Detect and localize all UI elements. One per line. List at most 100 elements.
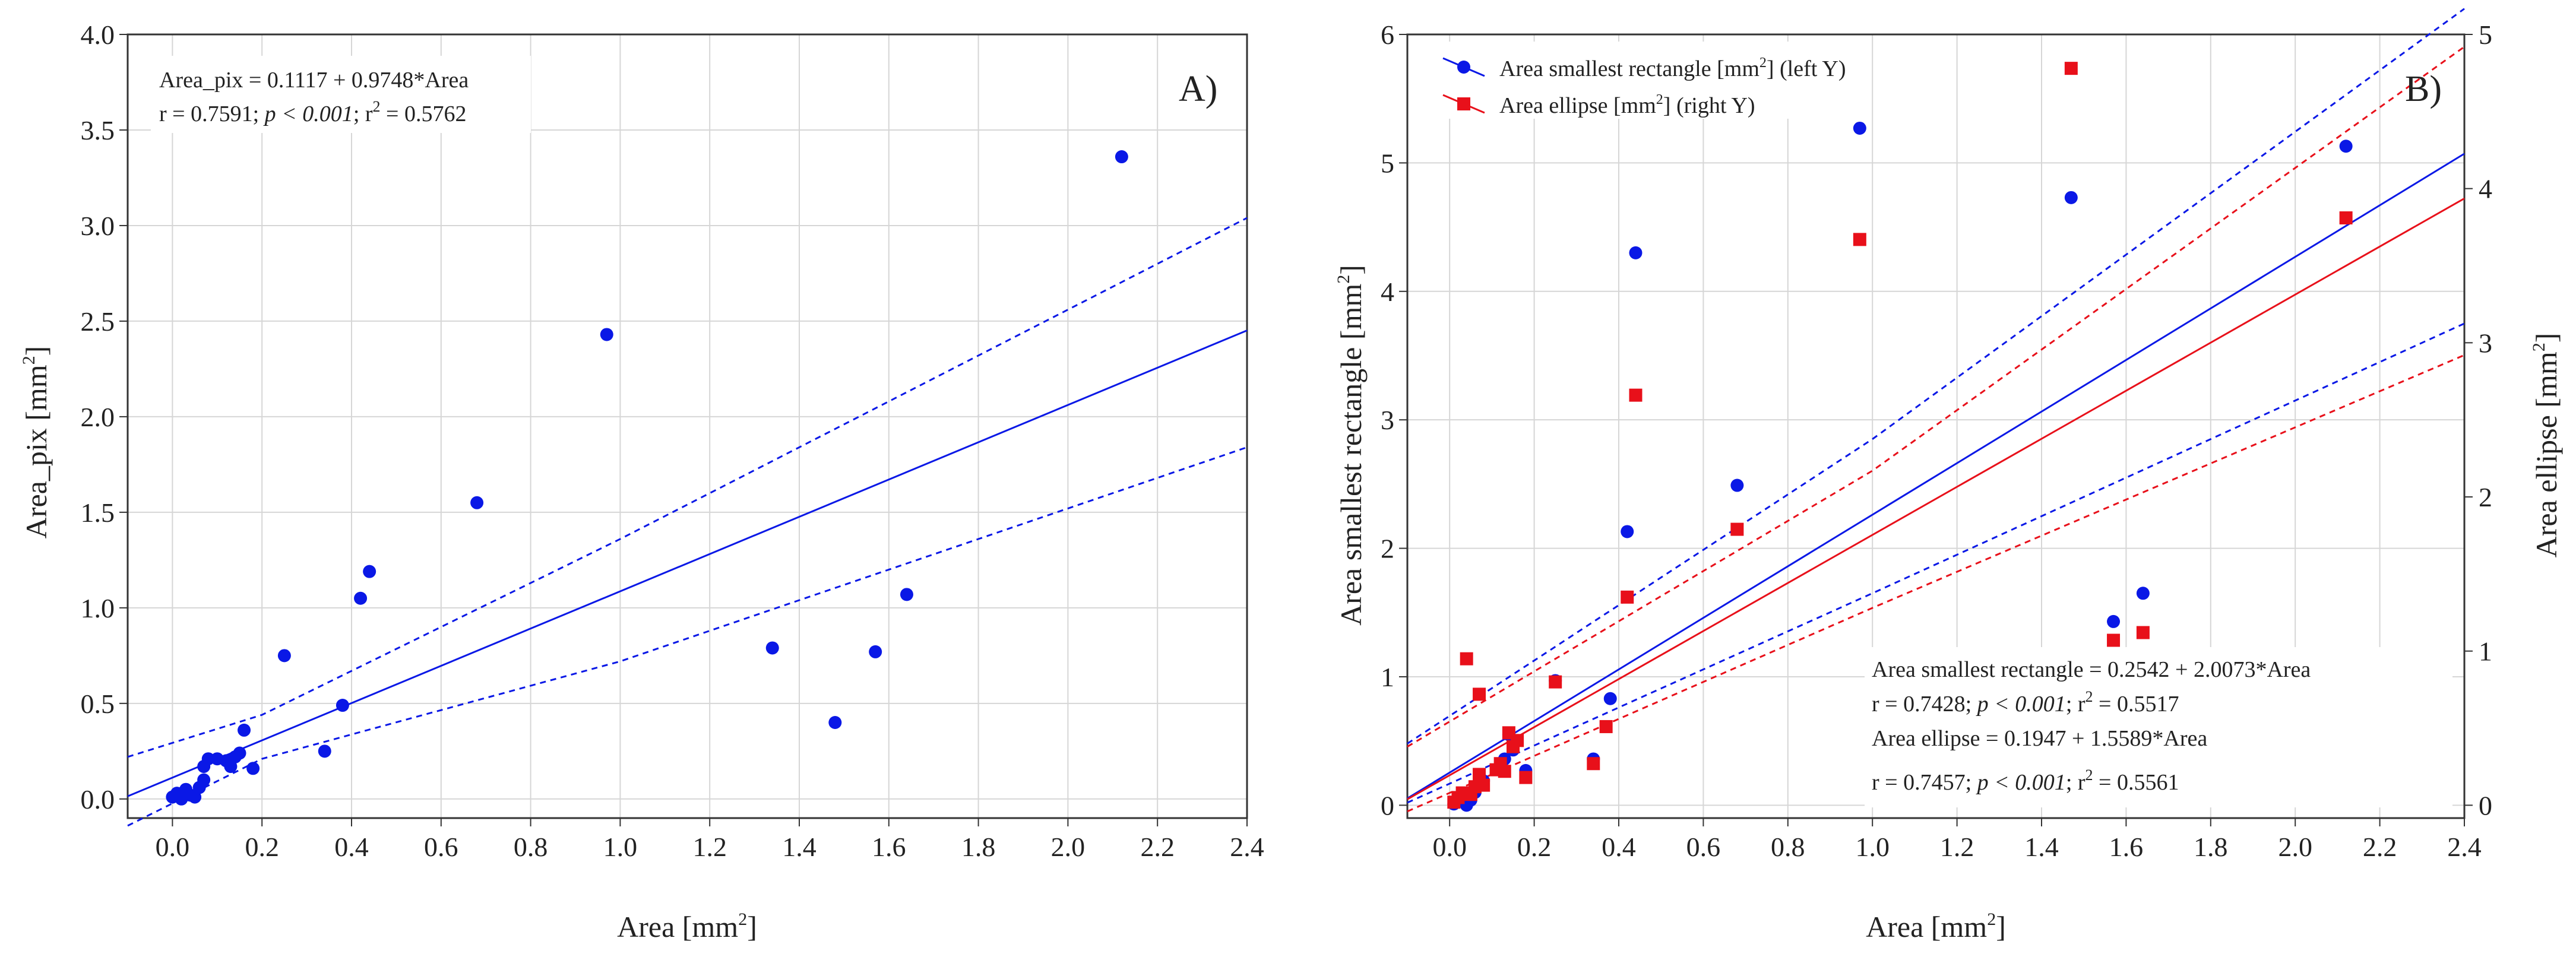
data-point-rectangle	[1603, 692, 1617, 705]
svg-text:r = 0.7591; p < 0.001; r2 = 0.: r = 0.7591; p < 0.001; r2 = 0.5762	[159, 98, 466, 126]
panel-b-annotation: Area smallest rectangle = 0.2542 + 2.007…	[1865, 647, 2452, 807]
data-point	[600, 328, 613, 341]
data-point	[869, 645, 882, 658]
y-tick-label: 3	[1381, 405, 1394, 435]
x-tick-label: 1.8	[961, 832, 996, 862]
y-tick-label: 0.0	[81, 784, 115, 815]
x-tick-label: 1.2	[1940, 832, 1974, 862]
x-tick-label: 1.4	[2024, 832, 2059, 862]
panel-a-ticks: 0.0 0.2 0.4 0.6 0.8 1.0 1.2 1.4 1.6 1.8 2.0 2.2 2.4 0…	[81, 20, 1264, 862]
legend-marker-rectangle	[1457, 61, 1470, 74]
data-point-rectangle	[2064, 191, 2078, 204]
x-tick-label: 0.8	[514, 832, 548, 862]
confidence-band-line	[127, 446, 1248, 827]
panel-b-ylabel-right: Area ellipse [mm2]	[2529, 333, 2563, 558]
data-point	[1115, 150, 1128, 164]
regression-line	[1407, 197, 2465, 800]
svg-text:Area_pix = 0.1117 + 0.9748*Are: Area_pix = 0.1117 + 0.9748*Area	[159, 68, 469, 93]
y-tick-label: 4.0	[81, 20, 115, 50]
confidence-band-line	[1407, 46, 2465, 747]
data-point-rectangle	[1853, 121, 1866, 135]
x-tick-label: 2.0	[1051, 832, 1086, 862]
data-point-ellipse	[1587, 757, 1600, 771]
data-point-ellipse	[2064, 62, 2078, 75]
legend-entry-rectangle: Area smallest rectangle [mm2] (left Y)	[1499, 55, 1846, 81]
x-tick-label: 0.4	[334, 832, 369, 862]
data-point-ellipse	[1730, 522, 1744, 536]
x-tick-label: 0.6	[1686, 832, 1721, 862]
data-point-ellipse	[1498, 765, 1511, 778]
data-point-ellipse	[1460, 652, 1473, 666]
data-point	[354, 591, 368, 605]
y-tick-label: 4	[1381, 277, 1394, 307]
panel-b-label: B)	[2405, 69, 2442, 109]
x-tick-label: 2.4	[2447, 832, 2482, 862]
regression-line	[127, 329, 1248, 797]
legend-marker-ellipse	[1457, 97, 1470, 110]
x-tick-label: 2.0	[2278, 832, 2312, 862]
panel-a-label: A)	[1179, 69, 1217, 109]
legend-entry-ellipse: Area ellipse [mm2] (right Y)	[1499, 92, 1755, 118]
annotation-ellipse-equation: Area ellipse = 0.1947 + 1.5589*Area	[1872, 726, 2207, 751]
y-tick-label: 3.5	[81, 115, 115, 145]
data-point-rectangle	[2339, 140, 2353, 153]
data-point-ellipse	[2136, 626, 2150, 639]
data-point-ellipse	[1473, 687, 1486, 701]
data-point-ellipse	[1621, 590, 1634, 604]
data-point	[197, 773, 211, 787]
data-point-ellipse	[2339, 211, 2353, 225]
data-point-ellipse	[1477, 778, 1490, 792]
data-point	[277, 649, 291, 663]
y-tick-label: 2	[1381, 534, 1394, 564]
panel-b-xlabel: Area [mm2]	[1866, 910, 2006, 943]
panel-a-chart: 0.0 0.2 0.4 0.6 0.8 1.0 1.2 1.4 1.6 1.8 2.0 2.2 2.4 0…	[19, 20, 1264, 943]
y-right-tick-label: 5	[2479, 20, 2492, 50]
y-tick-label: 2.0	[81, 402, 115, 432]
data-point-ellipse	[1511, 734, 1524, 747]
panel-b-ticks: 0.0 0.2 0.4 0.6 0.8 1.0 1.2 1.4 1.6 1.8 2.0 2.2 2.4 0…	[1381, 20, 2492, 862]
data-point	[201, 752, 215, 766]
confidence-band-line	[1407, 322, 2465, 804]
y-right-tick-label: 4	[2479, 174, 2492, 204]
panel-a-ylabel: Area_pix [mm2]	[19, 346, 53, 539]
y-tick-label: 0.5	[81, 689, 115, 719]
data-point	[238, 723, 251, 737]
x-tick-label: 0.2	[245, 832, 279, 862]
data-point-rectangle	[2107, 614, 2121, 628]
data-point-ellipse	[1473, 768, 1486, 781]
panel-b-chart: 0.0 0.2 0.4 0.6 0.8 1.0 1.2 1.4 1.6 1.8 2.0 2.2 2.4 0…	[1334, 8, 2563, 943]
data-point	[900, 588, 913, 601]
data-point-ellipse	[1853, 233, 1866, 246]
data-point-ellipse	[1549, 675, 1562, 689]
x-tick-label: 0.4	[1602, 832, 1636, 862]
x-tick-label: 1.8	[2194, 832, 2228, 862]
data-point	[318, 744, 331, 758]
x-tick-label: 1.6	[872, 832, 906, 862]
annotation-equation: Area_pix = 0.1117 + 0.9748*Area	[159, 68, 469, 93]
data-point-rectangle	[1730, 478, 1744, 492]
data-point	[336, 699, 349, 712]
data-point-ellipse	[1629, 388, 1643, 402]
y-tick-label: 1	[1381, 662, 1394, 692]
y-right-tick-label: 0	[2479, 790, 2492, 820]
confidence-band-line	[1407, 354, 2465, 813]
y-tick-label: 1.5	[81, 497, 115, 528]
panel-b-ylabel-left: Area smallest rectangle [mm2]	[1334, 265, 1368, 626]
x-tick-label: 1.2	[692, 832, 727, 862]
x-tick-label: 1.0	[1855, 832, 1890, 862]
y-tick-label: 2.5	[81, 306, 115, 337]
y-right-tick-label: 2	[2479, 482, 2492, 512]
data-point-rectangle	[1629, 246, 1643, 259]
y-tick-label: 3.0	[81, 211, 115, 241]
annotation-ellipse-r: r = 0.7457; p < 0.001; r2 = 0.5561	[1872, 766, 2179, 795]
x-tick-label: 0.6	[424, 832, 458, 862]
panel-a-regression	[127, 217, 1248, 827]
x-tick-label: 1.4	[782, 832, 817, 862]
confidence-band-line	[127, 217, 1248, 758]
data-point-rectangle	[1621, 525, 1634, 538]
data-point-ellipse	[2107, 633, 2121, 647]
x-tick-label: 0.0	[1432, 832, 1467, 862]
data-point	[363, 565, 376, 578]
regression-line	[1407, 153, 2465, 800]
